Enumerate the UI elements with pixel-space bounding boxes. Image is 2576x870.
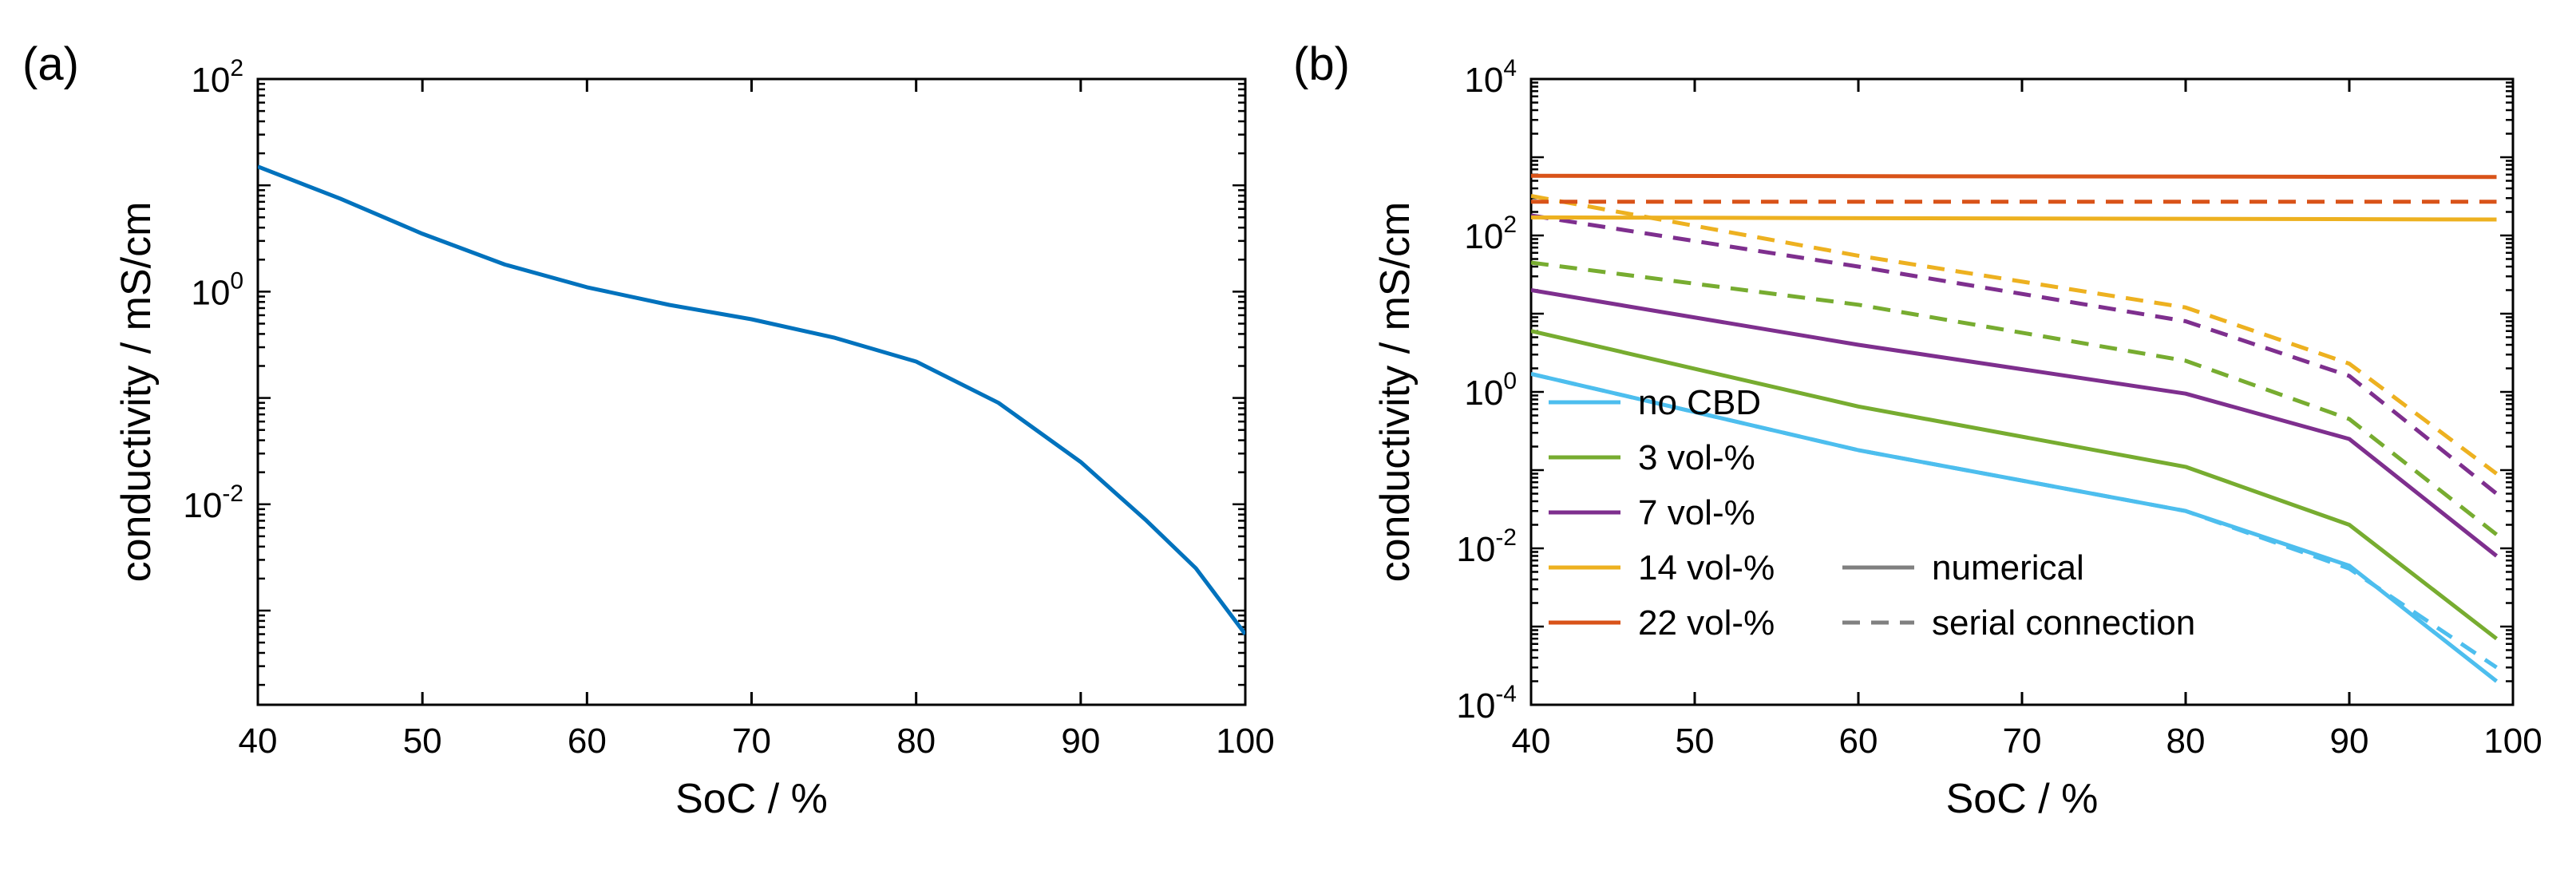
plot-frame	[256, 77, 1247, 706]
style-legend-label: numerical	[1932, 548, 2084, 587]
y-tick-base: 10	[1464, 374, 1503, 413]
y-tick-base: 10	[191, 61, 230, 100]
x-tick-label: 90	[1061, 722, 1100, 761]
y-tick-exponent: -2	[222, 480, 243, 507]
y-tick-label: 10-2	[183, 480, 243, 525]
x-tick-label: 90	[2330, 722, 2369, 761]
series-line-14-vol-numerical	[1531, 215, 2497, 222]
y-tick-exponent: 0	[1503, 368, 1517, 394]
legend-label: 22 vol-%	[1638, 603, 1775, 643]
series-line-7-vol-serial-connection	[1531, 213, 2499, 496]
x-axis-label: SoC / %	[675, 776, 828, 822]
legend-label: 3 vol-%	[1638, 438, 1755, 477]
legend-label: 14 vol-%	[1638, 548, 1775, 587]
y-tick-base: 10	[191, 273, 230, 312]
series-line-conductivity	[258, 164, 1245, 636]
y-tick-exponent: 2	[230, 55, 243, 81]
x-tick-label: 100	[2483, 722, 2542, 761]
x-tick-label: 80	[2166, 722, 2206, 761]
x-axis-label: SoC / %	[1946, 776, 2099, 822]
y-tick-exponent: 4	[1503, 55, 1517, 81]
x-tick-label: 60	[1839, 722, 1878, 761]
x-tick-label: 50	[403, 722, 442, 761]
y-tick-exponent: 2	[1503, 212, 1517, 238]
y-axis-label: conductivity / mS/cm	[1372, 202, 1419, 583]
x-tick-label: 40	[239, 722, 278, 761]
series-line-3-vol-serial-connection	[1531, 260, 2499, 536]
x-tick-label: 70	[732, 722, 771, 761]
y-tick-base: 10	[1464, 217, 1503, 256]
y-tick-label: 100	[1464, 368, 1517, 413]
legend-label: 7 vol-%	[1638, 493, 1755, 532]
x-tick-label: 60	[568, 722, 607, 761]
y-tick-label: 102	[1464, 212, 1517, 256]
series-group	[258, 164, 1245, 636]
panel-label: (a)	[22, 38, 79, 90]
y-tick-label: 100	[191, 267, 243, 312]
x-tick-label: 40	[1512, 722, 1551, 761]
x-tick-label: 50	[1676, 722, 1715, 761]
series-line-22-vol-numerical	[1531, 173, 2497, 180]
style-legend-label: serial connection	[1932, 603, 2195, 643]
y-tick-base: 10	[1456, 686, 1495, 726]
legend-label: no CBD	[1638, 383, 1761, 422]
y-tick-label: 102	[191, 55, 243, 100]
series-line-3-vol-numerical	[1531, 329, 2499, 641]
x-tick-label: 70	[2003, 722, 2042, 761]
y-axis-label: conductivity / mS/cm	[113, 202, 160, 583]
y-tick-exponent: 0	[230, 267, 243, 294]
y-tick-base: 10	[1464, 61, 1503, 100]
y-tick-label: 104	[1464, 55, 1517, 100]
series-line-no-cbd-serial-connection	[1531, 371, 2498, 670]
series-line-7-vol-numerical	[1531, 288, 2499, 558]
y-tick-base: 10	[1456, 530, 1495, 569]
panel-label: (b)	[1293, 38, 1350, 90]
y-tick-exponent: -4	[1495, 681, 1517, 707]
series-line-14-vol-serial-connection	[1531, 194, 2498, 476]
x-tick-label: 80	[896, 722, 936, 761]
x-tick-label: 100	[1216, 722, 1274, 761]
series-group	[1531, 173, 2499, 683]
y-tick-label: 10-2	[1456, 524, 1517, 569]
y-tick-label: 10-4	[1456, 681, 1517, 726]
y-tick-base: 10	[183, 486, 222, 525]
y-tick-exponent: -2	[1495, 524, 1517, 551]
